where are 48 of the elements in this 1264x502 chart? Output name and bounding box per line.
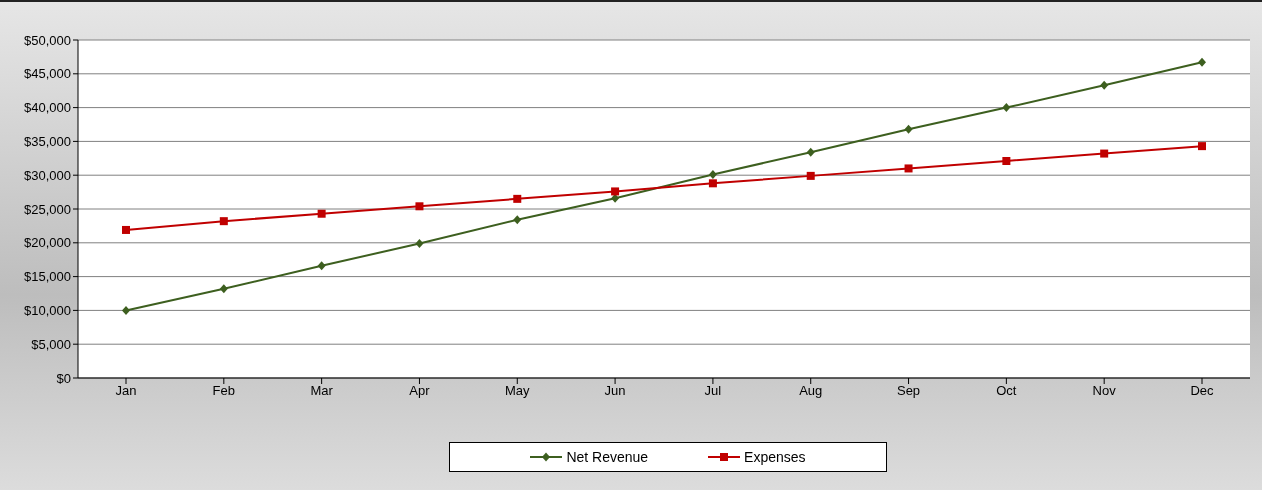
point [806, 147, 815, 157]
x-tick-label: Apr [409, 383, 431, 399]
y-tick-label: $50,000 [24, 32, 71, 48]
point [513, 215, 522, 225]
x-tick-label: Jun [604, 383, 626, 399]
point [513, 194, 522, 203]
x-tick-label: Oct [996, 383, 1017, 399]
y-tick-label: $30,000 [24, 167, 71, 183]
point [1198, 57, 1206, 67]
point [611, 187, 620, 196]
y-tick-label: $40,000 [24, 100, 71, 116]
point [122, 225, 130, 234]
point [122, 305, 130, 315]
point [1100, 149, 1109, 158]
point [219, 217, 228, 226]
point [708, 179, 717, 188]
x-tick-label: Dec [1190, 383, 1215, 399]
x-tick-label: Nov [1092, 383, 1117, 399]
x-tick-label: Jul [704, 383, 722, 399]
point [317, 261, 326, 271]
point [1002, 157, 1011, 165]
y-tick-label: $20,000 [24, 235, 71, 251]
y-tick-label: $45,000 [24, 66, 71, 82]
y-tick-label: $5,000 [31, 336, 71, 352]
x-tick-label: Jan [115, 383, 137, 399]
x-tick-label: Aug [799, 383, 823, 399]
point [1100, 80, 1109, 90]
x-tick-label: May [504, 383, 531, 399]
y-tick-label: $25,000 [24, 201, 71, 217]
y-tick-label: $15,000 [24, 269, 71, 285]
x-tick-label: Feb [212, 383, 236, 399]
point [806, 171, 815, 180]
point [415, 202, 424, 211]
y-tick-label: $10,000 [24, 303, 71, 319]
x-tick-label: Mar [310, 383, 334, 399]
point [219, 284, 228, 294]
point [1002, 103, 1011, 113]
point [1198, 142, 1206, 151]
point [904, 124, 913, 134]
point [317, 209, 326, 218]
y-tick-label: $0 [56, 370, 71, 386]
point [415, 238, 424, 248]
point [708, 170, 717, 180]
legend-label: Net Revenue [565, 449, 649, 465]
x-tick-label: Sep [896, 383, 921, 399]
y-tick-label: $35,000 [24, 134, 71, 150]
point [904, 164, 913, 173]
legend-label: Expenses [743, 449, 806, 465]
